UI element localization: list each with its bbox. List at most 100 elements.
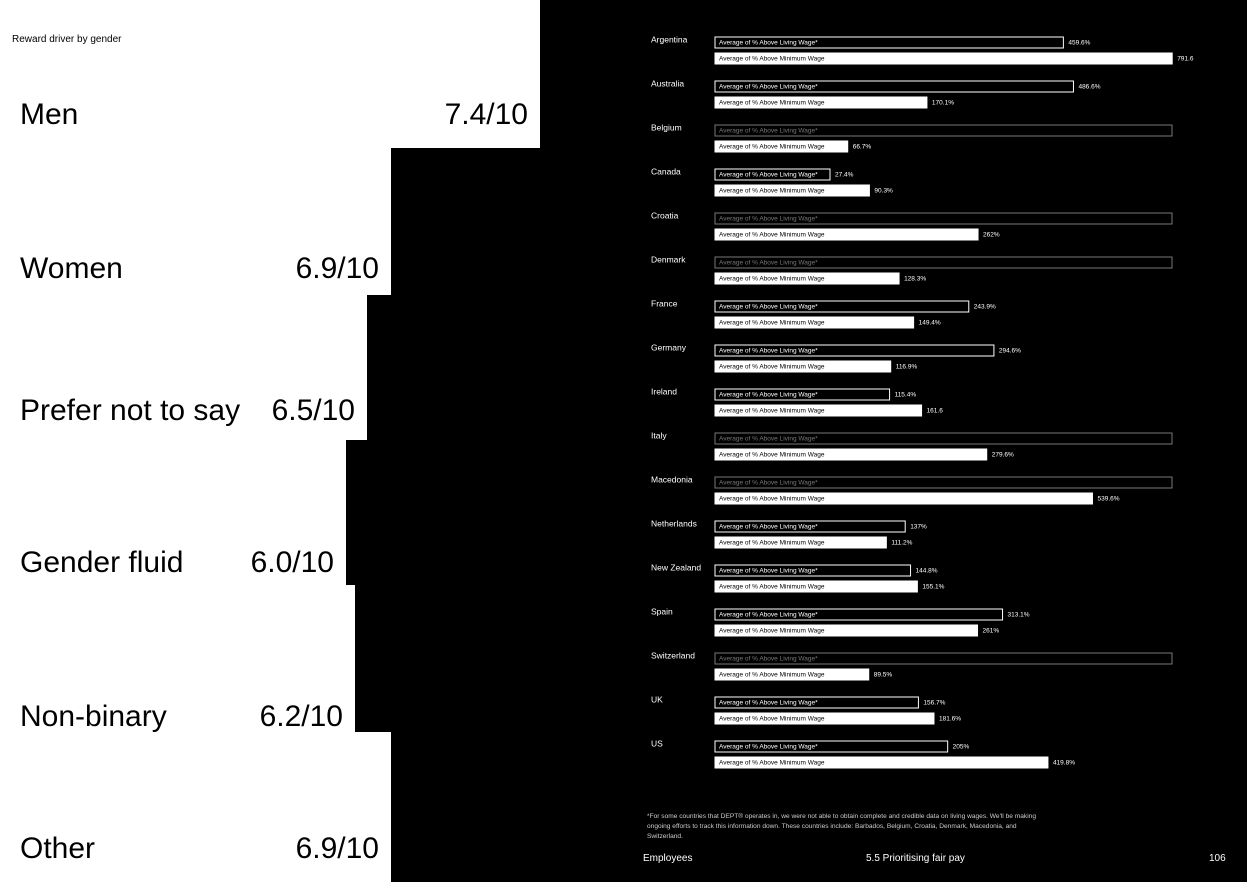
value-label: 149.4% [919,320,941,327]
gender-label: Prefer not to say [20,394,241,427]
value-label: 791.6 [1177,56,1194,63]
bar-series-label: Average of % Above Living Wage* [719,260,818,267]
gender-label: Men [20,98,79,131]
bar-series-label: Average of % Above Living Wage* [719,128,818,135]
no-data-bar [714,476,1173,489]
value-label: 111.2% [891,540,912,547]
bar [714,536,887,549]
value-label: 419.8% [1053,760,1075,767]
country-label: Macedonia [651,474,693,484]
bar-series-label: Average of % Above Living Wage* [719,612,818,619]
bar [714,492,1093,505]
bar [714,344,995,357]
no-data-bar [714,256,1173,269]
bar-series-label: Average of % Above Minimum Wage [719,276,825,283]
bar [714,316,915,329]
white-band [0,0,540,148]
gender-label: Gender fluid [20,546,184,579]
page-number: 106 [1209,853,1226,864]
bar-series-label: Average of % Above Minimum Wage [719,364,825,371]
country-label: Switzerland [651,650,695,660]
country-label: New Zealand [651,562,701,572]
country-label: Denmark [651,254,686,264]
value-label: 66.7% [853,144,872,151]
value-label: 205% [953,744,970,751]
country-label: Netherlands [651,518,697,528]
bar-series-label: Average of % Above Living Wage* [719,744,818,751]
bar-series-label: Average of % Above Living Wage* [719,84,818,91]
country-label: UK [651,694,663,704]
bar [714,668,870,681]
bar-series-label: Average of % Above Living Wage* [719,172,818,179]
bar [714,80,1074,93]
gender-score: 6.9/10 [295,832,379,865]
value-label: 261% [983,628,1000,635]
no-data-bar [714,212,1173,225]
bar-series-label: Average of % Above Living Wage* [719,524,818,531]
gender-label: Non-binary [20,700,167,733]
bar-series-label: Average of % Above Living Wage* [719,568,818,575]
country-label: Canada [651,166,681,176]
value-label: 294.6% [999,348,1021,355]
white-band [0,732,391,882]
country-label: Germany [651,342,687,352]
value-label: 539.6% [1097,496,1119,503]
gender-score: 6.9/10 [295,252,379,285]
bar-series-label: Average of % Above Living Wage* [719,480,818,487]
gender-score: 6.5/10 [271,394,355,427]
value-label: 137% [910,524,927,531]
bar-series-label: Average of % Above Minimum Wage [719,144,825,151]
bar-series-label: Average of % Above Living Wage* [719,656,818,663]
country-label: US [651,738,663,748]
value-label: 313.1% [1008,612,1030,619]
footer-section: Employees [643,853,693,864]
bar [714,696,919,709]
bar-series-label: Average of % Above Living Wage* [719,216,818,223]
gender-score: 7.4/10 [444,98,528,131]
footer-chapter: 5.5 Prioritising fair pay [866,853,965,864]
bar [714,404,923,417]
gender-score: 6.0/10 [250,546,334,579]
white-band [0,585,355,732]
no-data-bar [714,652,1173,665]
white-band [0,148,391,295]
bar [714,448,988,461]
bar [714,740,949,753]
bar [714,756,1049,769]
gender-label: Women [20,252,123,285]
bar [714,580,918,593]
bar [714,272,900,285]
bar-series-label: Average of % Above Minimum Wage [719,716,825,723]
bar-series-label: Average of % Above Living Wage* [719,392,818,399]
value-label: 27.4% [835,172,854,179]
bar-series-label: Average of % Above Minimum Wage [719,56,825,63]
bar [714,184,870,197]
value-label: 279.6% [992,452,1014,459]
bar-series-label: Average of % Above Living Wage* [719,304,818,311]
bar [714,96,928,109]
country-label: Argentina [651,34,688,44]
value-label: 170.1% [932,100,954,107]
country-label: Italy [651,430,667,440]
country-label: France [651,298,678,308]
country-label: Spain [651,606,673,616]
country-label: Australia [651,78,684,88]
value-label: 243.9% [974,304,996,311]
bar [714,712,935,725]
bar-series-label: Average of % Above Minimum Wage [719,232,825,239]
value-label: 486.6% [1078,84,1100,91]
bar-series-label: Average of % Above Minimum Wage [719,452,825,459]
bar-series-label: Average of % Above Living Wage* [719,436,818,443]
value-label: 144.8% [916,568,938,575]
bar-series-label: Average of % Above Minimum Wage [719,496,825,503]
bar-series-label: Average of % Above Minimum Wage [719,628,825,635]
value-label: 262% [983,232,1000,239]
bar [714,520,906,533]
value-label: 161.6 [927,408,944,415]
bar-series-label: Average of % Above Minimum Wage [719,188,825,195]
bar [714,608,1004,621]
country-label: Ireland [651,386,677,396]
no-data-bar [714,124,1173,137]
bar [714,624,979,637]
